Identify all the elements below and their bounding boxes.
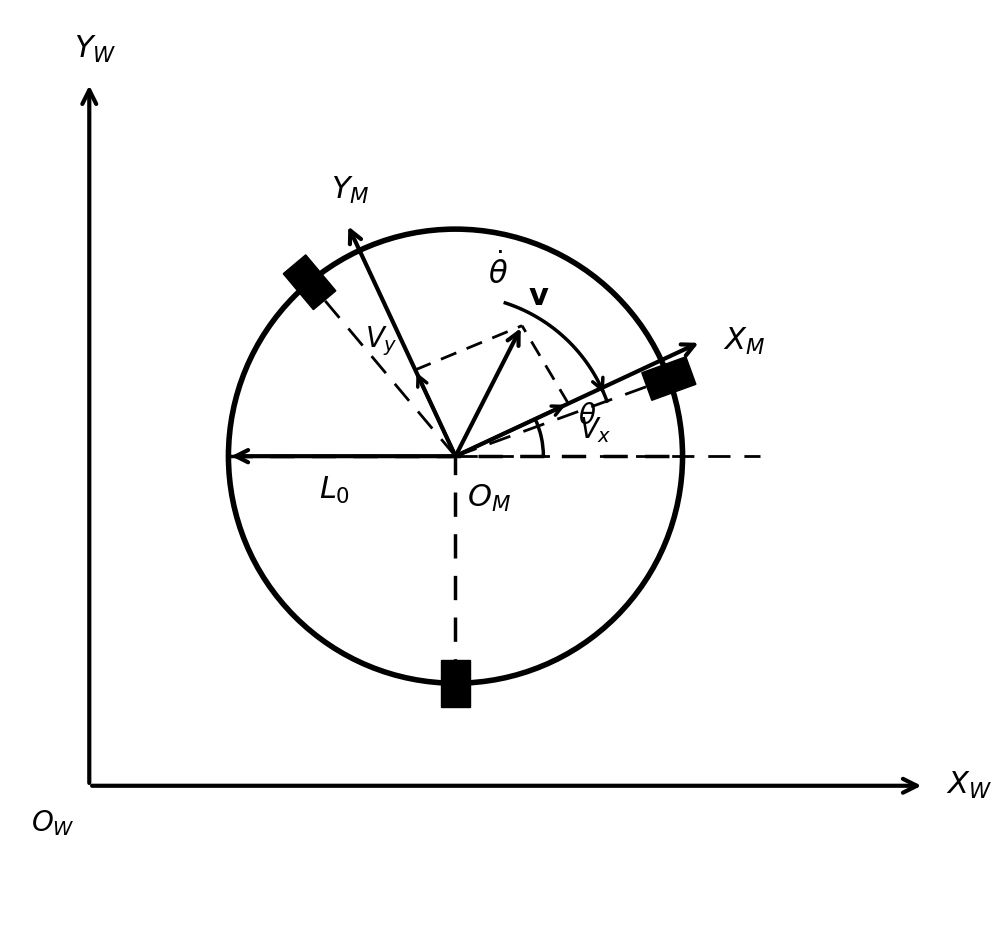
Text: $V_x$: $V_x$ <box>579 415 612 445</box>
Text: $Y_M$: $Y_M$ <box>330 175 369 207</box>
Text: $L_0$: $L_0$ <box>319 476 350 506</box>
Text: $\mathbf{v}$: $\mathbf{v}$ <box>528 282 549 311</box>
Text: $Y_W$: $Y_W$ <box>74 34 117 65</box>
Text: $V_y$: $V_y$ <box>365 324 397 358</box>
Text: $\theta$: $\theta$ <box>578 401 597 430</box>
Text: $\dot{\theta}$: $\dot{\theta}$ <box>488 253 508 290</box>
Polygon shape <box>283 255 336 310</box>
Text: $O_M$: $O_M$ <box>467 483 511 514</box>
Polygon shape <box>441 660 470 706</box>
Text: $X_W$: $X_W$ <box>946 770 992 801</box>
Polygon shape <box>642 357 696 400</box>
Text: $O_W$: $O_W$ <box>31 807 75 837</box>
Text: $X_M$: $X_M$ <box>724 326 765 357</box>
